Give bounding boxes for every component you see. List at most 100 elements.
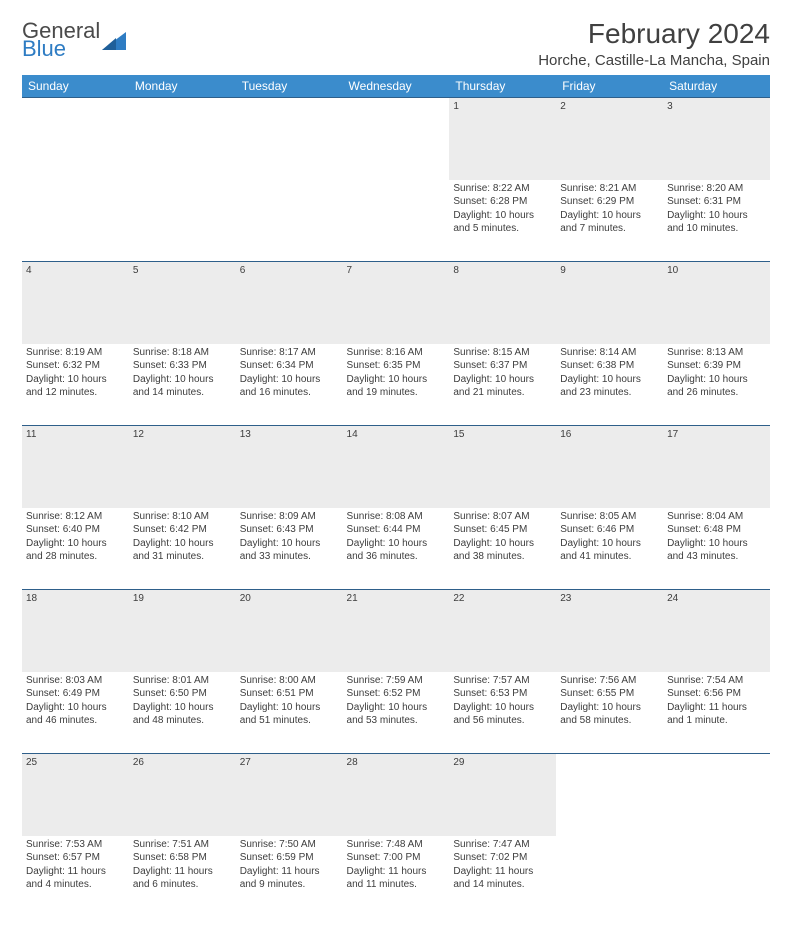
day-number-cell: 27 <box>236 754 343 836</box>
day-number-cell <box>343 98 450 180</box>
daylight-text: Daylight: 10 hours and 51 minutes. <box>240 701 339 728</box>
daylight-text: Daylight: 11 hours and 4 minutes. <box>26 865 125 892</box>
sunrise-text: Sunrise: 8:13 AM <box>667 346 766 360</box>
day-detail-cell <box>129 180 236 262</box>
day-detail-row: Sunrise: 7:53 AMSunset: 6:57 PMDaylight:… <box>22 836 770 918</box>
day-number-cell: 17 <box>663 426 770 508</box>
weekday-header: Monday <box>129 75 236 98</box>
sunset-text: Sunset: 6:43 PM <box>240 523 339 537</box>
day-number-cell <box>663 754 770 836</box>
sunset-text: Sunset: 6:49 PM <box>26 687 125 701</box>
day-number-cell: 23 <box>556 590 663 672</box>
sunrise-text: Sunrise: 7:48 AM <box>347 838 446 852</box>
day-detail-row: Sunrise: 8:03 AMSunset: 6:49 PMDaylight:… <box>22 672 770 754</box>
day-detail-cell: Sunrise: 8:21 AMSunset: 6:29 PMDaylight:… <box>556 180 663 262</box>
day-detail-cell: Sunrise: 7:48 AMSunset: 7:00 PMDaylight:… <box>343 836 450 918</box>
daylight-text: Daylight: 10 hours and 31 minutes. <box>133 537 232 564</box>
daylight-text: Daylight: 10 hours and 43 minutes. <box>667 537 766 564</box>
day-number-cell: 13 <box>236 426 343 508</box>
sunset-text: Sunset: 7:00 PM <box>347 851 446 865</box>
day-detail-cell: Sunrise: 7:47 AMSunset: 7:02 PMDaylight:… <box>449 836 556 918</box>
day-detail-cell <box>236 180 343 262</box>
sunset-text: Sunset: 6:59 PM <box>240 851 339 865</box>
sunrise-text: Sunrise: 8:18 AM <box>133 346 232 360</box>
day-number-cell: 24 <box>663 590 770 672</box>
day-detail-row: Sunrise: 8:22 AMSunset: 6:28 PMDaylight:… <box>22 180 770 262</box>
day-detail-cell: Sunrise: 8:00 AMSunset: 6:51 PMDaylight:… <box>236 672 343 754</box>
day-detail-cell <box>556 836 663 918</box>
calendar-table: Sunday Monday Tuesday Wednesday Thursday… <box>22 75 770 918</box>
weekday-header: Friday <box>556 75 663 98</box>
day-number-cell: 14 <box>343 426 450 508</box>
sunset-text: Sunset: 6:53 PM <box>453 687 552 701</box>
day-detail-cell: Sunrise: 8:15 AMSunset: 6:37 PMDaylight:… <box>449 344 556 426</box>
daylight-text: Daylight: 10 hours and 10 minutes. <box>667 209 766 236</box>
day-detail-cell: Sunrise: 8:16 AMSunset: 6:35 PMDaylight:… <box>343 344 450 426</box>
sunset-text: Sunset: 6:45 PM <box>453 523 552 537</box>
sunrise-text: Sunrise: 8:22 AM <box>453 182 552 196</box>
daylight-text: Daylight: 10 hours and 36 minutes. <box>347 537 446 564</box>
sunrise-text: Sunrise: 8:03 AM <box>26 674 125 688</box>
day-number-row: 2526272829 <box>22 754 770 836</box>
sunrise-text: Sunrise: 8:05 AM <box>560 510 659 524</box>
day-detail-cell: Sunrise: 8:05 AMSunset: 6:46 PMDaylight:… <box>556 508 663 590</box>
day-number-row: 123 <box>22 98 770 180</box>
sunrise-text: Sunrise: 7:53 AM <box>26 838 125 852</box>
sunrise-text: Sunrise: 8:14 AM <box>560 346 659 360</box>
day-detail-cell: Sunrise: 8:18 AMSunset: 6:33 PMDaylight:… <box>129 344 236 426</box>
sunrise-text: Sunrise: 7:56 AM <box>560 674 659 688</box>
day-detail-cell <box>22 180 129 262</box>
day-number-cell: 25 <box>22 754 129 836</box>
sunset-text: Sunset: 6:40 PM <box>26 523 125 537</box>
day-number-cell: 26 <box>129 754 236 836</box>
day-number-cell: 28 <box>343 754 450 836</box>
daylight-text: Daylight: 10 hours and 7 minutes. <box>560 209 659 236</box>
day-detail-cell: Sunrise: 8:12 AMSunset: 6:40 PMDaylight:… <box>22 508 129 590</box>
daylight-text: Daylight: 10 hours and 28 minutes. <box>26 537 125 564</box>
sunset-text: Sunset: 6:28 PM <box>453 195 552 209</box>
day-detail-cell: Sunrise: 7:51 AMSunset: 6:58 PMDaylight:… <box>129 836 236 918</box>
day-number-cell: 11 <box>22 426 129 508</box>
day-number-cell: 6 <box>236 262 343 344</box>
sunrise-text: Sunrise: 8:08 AM <box>347 510 446 524</box>
sunset-text: Sunset: 6:42 PM <box>133 523 232 537</box>
sunrise-text: Sunrise: 8:15 AM <box>453 346 552 360</box>
day-detail-cell: Sunrise: 8:01 AMSunset: 6:50 PMDaylight:… <box>129 672 236 754</box>
sunrise-text: Sunrise: 8:16 AM <box>347 346 446 360</box>
day-detail-cell: Sunrise: 8:10 AMSunset: 6:42 PMDaylight:… <box>129 508 236 590</box>
day-detail-cell: Sunrise: 8:14 AMSunset: 6:38 PMDaylight:… <box>556 344 663 426</box>
sunset-text: Sunset: 6:38 PM <box>560 359 659 373</box>
sunrise-text: Sunrise: 7:59 AM <box>347 674 446 688</box>
sunrise-text: Sunrise: 7:47 AM <box>453 838 552 852</box>
day-number-row: 45678910 <box>22 262 770 344</box>
day-number-cell: 2 <box>556 98 663 180</box>
day-number-cell: 3 <box>663 98 770 180</box>
day-number-cell: 12 <box>129 426 236 508</box>
sunrise-text: Sunrise: 7:50 AM <box>240 838 339 852</box>
sunrise-text: Sunrise: 8:17 AM <box>240 346 339 360</box>
weekday-header: Wednesday <box>343 75 450 98</box>
day-number-cell: 15 <box>449 426 556 508</box>
day-number-row: 11121314151617 <box>22 426 770 508</box>
sunset-text: Sunset: 6:39 PM <box>667 359 766 373</box>
daylight-text: Daylight: 10 hours and 48 minutes. <box>133 701 232 728</box>
day-detail-cell: Sunrise: 8:09 AMSunset: 6:43 PMDaylight:… <box>236 508 343 590</box>
daylight-text: Daylight: 10 hours and 5 minutes. <box>453 209 552 236</box>
day-number-cell: 8 <box>449 262 556 344</box>
sunset-text: Sunset: 6:44 PM <box>347 523 446 537</box>
daylight-text: Daylight: 10 hours and 46 minutes. <box>26 701 125 728</box>
daylight-text: Daylight: 10 hours and 26 minutes. <box>667 373 766 400</box>
day-number-cell <box>22 98 129 180</box>
sunrise-text: Sunrise: 8:10 AM <box>133 510 232 524</box>
daylight-text: Daylight: 10 hours and 14 minutes. <box>133 373 232 400</box>
sunrise-text: Sunrise: 7:54 AM <box>667 674 766 688</box>
daylight-text: Daylight: 10 hours and 12 minutes. <box>26 373 125 400</box>
logo-text-bottom: Blue <box>22 36 66 61</box>
day-number-cell: 21 <box>343 590 450 672</box>
day-detail-cell: Sunrise: 7:50 AMSunset: 6:59 PMDaylight:… <box>236 836 343 918</box>
day-number-cell: 16 <box>556 426 663 508</box>
day-number-cell: 9 <box>556 262 663 344</box>
sunset-text: Sunset: 6:35 PM <box>347 359 446 373</box>
month-title: February 2024 <box>538 18 770 50</box>
daylight-text: Daylight: 10 hours and 38 minutes. <box>453 537 552 564</box>
